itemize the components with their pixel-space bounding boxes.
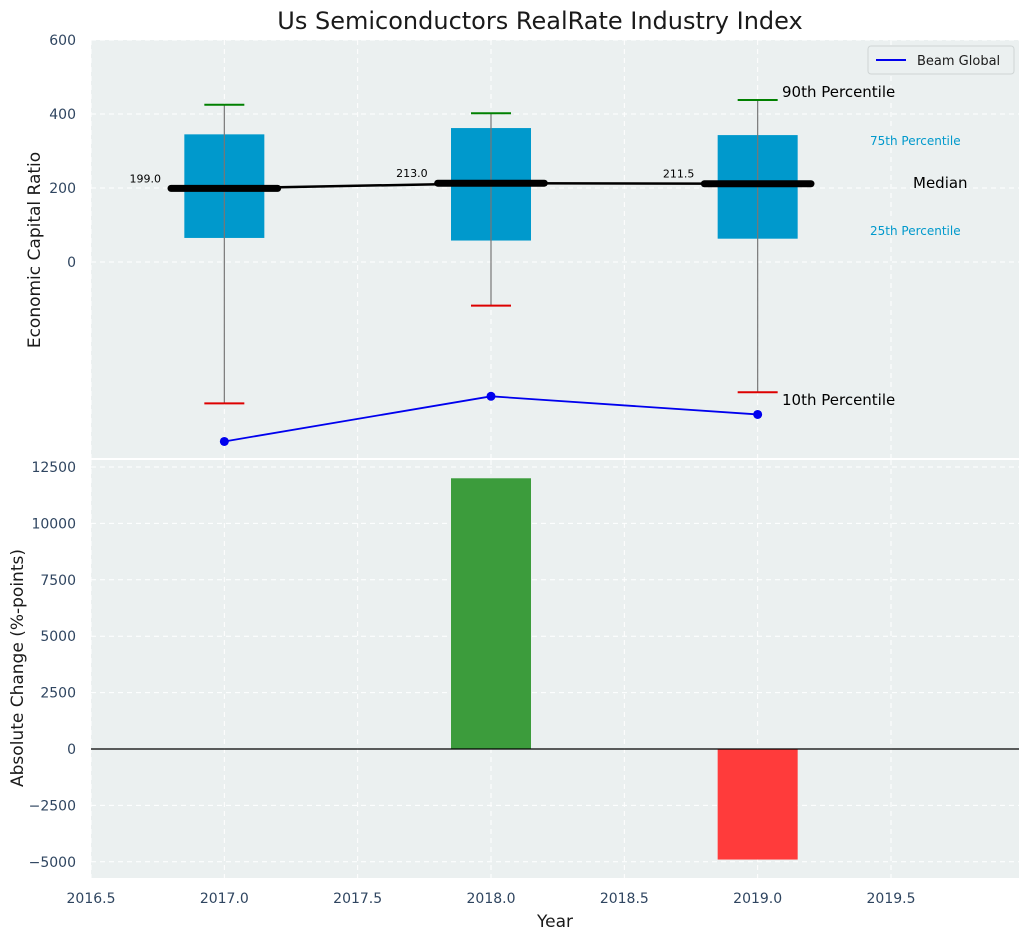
bar-plot <box>91 478 1019 860</box>
series-point-beam-global <box>219 436 229 446</box>
legend-box <box>867 45 1015 75</box>
annotation-90th-percentile: 90th Percentile <box>782 83 895 101</box>
x-tick-label: 2019.5 <box>867 891 916 907</box>
bottom-y-tick-label: −2500 <box>29 798 76 814</box>
bottom-y-tick-label: 2500 <box>40 686 76 702</box>
bottom-grid <box>90 460 1019 878</box>
bottom-y-tick-label: 5000 <box>40 629 76 645</box>
annotation-25th-percentile: 25th Percentile <box>870 224 961 238</box>
box-plot: 199.0 213.0 211.5 <box>130 98 815 446</box>
top-y-tick-label: 200 <box>49 181 76 197</box>
top-y-tick-label: 400 <box>49 107 76 123</box>
top-y-tick-label: 0 <box>67 255 76 271</box>
bar-negative <box>717 749 798 860</box>
median-value-label: 211.5 <box>663 168 695 181</box>
x-tick-label: 2018.5 <box>600 891 649 907</box>
series-point-beam-global <box>486 391 496 401</box>
legend: Beam Global <box>867 45 1015 75</box>
x-tick-label: 2019.0 <box>733 891 782 907</box>
x-ticks: 2016.5 2017.0 2017.5 2018.0 2018.5 2019.0 2019… <box>67 891 916 907</box>
median-value-label: 213.0 <box>396 167 428 180</box>
bottom-y-tick-label: −5000 <box>29 855 76 871</box>
bottom-y-tick-label: 7500 <box>40 573 76 589</box>
top-y-ticks: 0 200 400 600 <box>49 33 76 271</box>
bottom-y-tick-label: 12500 <box>31 460 76 476</box>
annotation-10th-percentile: 10th Percentile <box>782 391 895 409</box>
bottom-y-ticks: −5000 −2500 0 2500 5000 7500 10000 12500 <box>29 460 76 871</box>
legend-label-beam-global: Beam Global <box>917 54 1000 69</box>
bottom-y-axis-title: Absolute Change (%-points) <box>8 549 28 787</box>
bottom-y-tick-label: 0 <box>67 742 76 758</box>
bottom-y-tick-label: 10000 <box>31 516 76 532</box>
top-y-tick-label: 600 <box>49 33 76 49</box>
x-tick-label: 2016.5 <box>67 891 116 907</box>
chart-title: Us Semiconductors RealRate Industry Inde… <box>277 7 802 35</box>
x-tick-label: 2018.0 <box>467 891 516 907</box>
x-tick-label: 2017.0 <box>200 891 249 907</box>
x-tick-label: 2017.5 <box>333 891 382 907</box>
x-axis-title: Year <box>536 912 573 932</box>
median-value-label: 199.0 <box>130 172 162 185</box>
bottom-panel-background <box>91 460 1019 878</box>
annotation-median: Median <box>913 174 968 192</box>
series-point-beam-global <box>753 409 763 419</box>
bar-positive <box>451 478 531 749</box>
annotation-75th-percentile: 75th Percentile <box>870 134 961 148</box>
top-y-axis-title: Economic Capital Ratio <box>25 152 45 348</box>
top-panel-background <box>91 40 1019 458</box>
